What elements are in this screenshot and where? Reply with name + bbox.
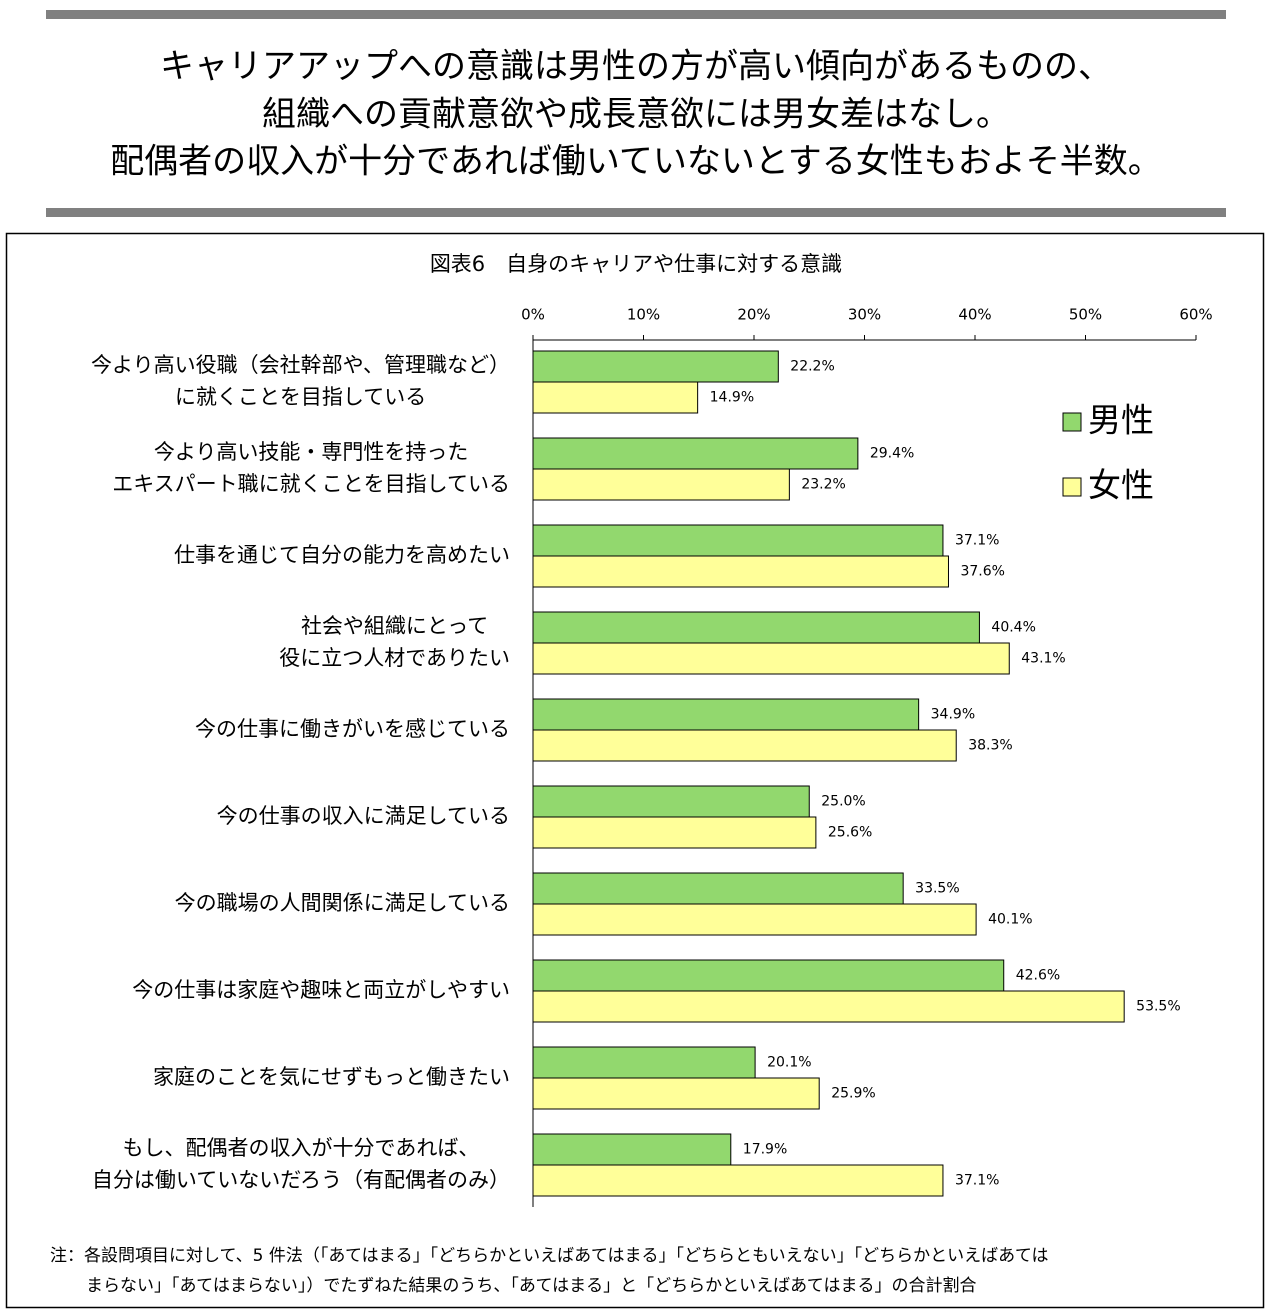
value-label: 33.5%	[915, 881, 959, 897]
value-label: 17.9%	[743, 1142, 787, 1158]
value-label: 40.4%	[991, 620, 1035, 636]
value-label: 34.9%	[931, 707, 975, 723]
value-label: 42.6%	[1016, 968, 1060, 984]
value-label: 22.2%	[790, 359, 834, 375]
x-tick-label: 10%	[627, 306, 660, 324]
value-label: 40.1%	[988, 912, 1032, 928]
value-label: 53.5%	[1136, 999, 1180, 1015]
category-label: 家庭のことを気にせずもっと働きたい	[153, 1065, 510, 1089]
bar	[532, 1133, 732, 1166]
category-label: 仕事を通じて自分の能力を高めたい	[174, 543, 510, 567]
x-tick-label: 40%	[958, 306, 991, 324]
bar	[532, 1164, 944, 1197]
bar	[532, 698, 920, 731]
category-label: 今より高い技能・専門性を持った	[154, 440, 469, 464]
bar	[532, 524, 944, 557]
value-label: 20.1%	[767, 1055, 811, 1071]
bar	[532, 642, 1010, 675]
category-label: 今より高い役職（会社幹部や、管理職など）	[91, 353, 510, 377]
bar	[532, 381, 699, 414]
value-label: 25.6%	[828, 825, 872, 841]
category-label: 社会や組織にとって	[301, 614, 488, 638]
rule-bottom	[46, 208, 1226, 217]
bar	[532, 872, 904, 905]
category-label: 今の職場の人間関係に満足している	[175, 891, 510, 915]
category-label: 役に立つ人材でありたい	[279, 646, 510, 670]
chart-title: 図表6 自身のキャリアや仕事に対する意識	[430, 252, 842, 276]
bar	[532, 468, 790, 501]
category-label: 今の仕事は家庭や趣味と両立がしやすい	[132, 978, 510, 1002]
x-tick-label: 30%	[848, 306, 881, 324]
category-label: 今の仕事に働きがいを感じている	[195, 717, 510, 741]
note: まらない」「あてはまらない」）でたずねた結果のうち、「あてはまる」と「どちらかと…	[86, 1276, 976, 1296]
x-tick-label: 0%	[521, 306, 545, 324]
headline: 配偶者の収入が十分であれば働いていないとする女性もおよそ半数。	[110, 142, 1162, 182]
category-label: エキスパート職に就くことを目指している	[112, 472, 510, 496]
bar	[532, 785, 810, 818]
x-tick-label: 20%	[737, 306, 770, 324]
bar	[532, 1077, 820, 1110]
value-label: 37.6%	[960, 564, 1004, 580]
bar	[532, 816, 817, 849]
x-tick-label: 50%	[1069, 306, 1102, 324]
chart-frame	[5, 232, 1265, 1309]
value-label: 37.1%	[955, 1173, 999, 1189]
bar	[532, 437, 859, 470]
value-label: 38.3%	[968, 738, 1012, 754]
legend-label: 女性	[1088, 466, 1154, 505]
bar	[532, 959, 1005, 992]
bar	[532, 1046, 756, 1079]
rule-top	[46, 10, 1226, 19]
value-label: 25.9%	[831, 1086, 875, 1102]
category-label: 今の仕事の収入に満足している	[217, 804, 510, 828]
category-label: に就くことを目指している	[175, 385, 426, 409]
value-label: 37.1%	[955, 533, 999, 549]
headline: 組織への貢献意欲や成長意欲には男女差はなし。	[262, 95, 1010, 135]
bar	[532, 555, 949, 588]
value-label: 43.1%	[1021, 651, 1065, 667]
value-label: 14.9%	[710, 390, 754, 406]
legend-label: 男性	[1088, 401, 1154, 440]
value-label: 29.4%	[870, 446, 914, 462]
bar	[532, 611, 980, 644]
bar	[532, 729, 957, 762]
bar	[532, 903, 977, 936]
headline: キャリアアップへの意識は男性の方が高い傾向があるものの、	[160, 47, 1112, 87]
category-label: 自分は働いていないだろう（有配偶者のみ）	[92, 1168, 510, 1192]
value-label: 25.0%	[821, 794, 865, 810]
legend-swatch	[1062, 477, 1082, 497]
x-tick-label: 60%	[1179, 306, 1212, 324]
bar	[532, 350, 779, 383]
bar	[532, 990, 1125, 1023]
note: 注：各設問項目に対して、5 件法（「あてはまる」「どちらかといえばあてはまる」「…	[50, 1246, 1048, 1266]
category-label: もし、配偶者の収入が十分であれば、	[123, 1136, 480, 1160]
value-label: 23.2%	[801, 477, 845, 493]
legend-swatch	[1062, 412, 1082, 432]
